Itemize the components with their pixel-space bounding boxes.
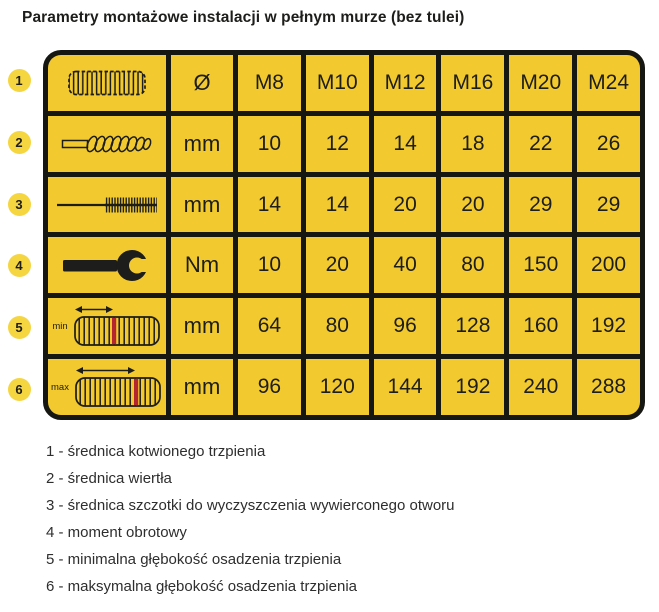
table-cell-value: 14: [238, 176, 301, 233]
table-cell-value: 240: [509, 359, 573, 415]
table-cell-unit: mm: [171, 359, 233, 415]
table-cell-value: 80: [441, 237, 505, 294]
table-cell-unit: Ø: [171, 55, 233, 111]
row-number-badge: 2: [7, 130, 31, 154]
table-cell-value: 20: [441, 176, 505, 233]
table-cell-value: 29: [577, 176, 640, 233]
table-cell-unit: mm: [171, 176, 233, 233]
table-cell-unit: mm: [171, 298, 233, 355]
table-cell-value: 96: [238, 359, 301, 415]
table-cell-value: 192: [441, 359, 505, 415]
table-cell-value: 14: [373, 115, 437, 172]
table-cell-value: M12: [373, 55, 437, 111]
table-cell-value: 18: [441, 115, 505, 172]
table-cell-value: 150: [509, 237, 573, 294]
table-cell-value: 22: [509, 115, 573, 172]
table-cell-icon: [48, 176, 166, 233]
min-embedment-rod-icon: [73, 306, 160, 347]
max-label: max: [51, 381, 69, 393]
legend-item: 3 - średnica szczotki do wyczyszczenia w…: [46, 497, 455, 514]
table-cell-icon: [48, 237, 166, 294]
legend-item: 4 - moment obrotowy: [46, 524, 187, 541]
table-cell-value: 160: [509, 298, 573, 355]
table-cell-icon: [48, 115, 166, 172]
min-label: min: [52, 320, 68, 332]
threaded-rod-icon: [68, 70, 146, 96]
table-cell-value: 26: [577, 115, 640, 172]
table-cell-value: 12: [305, 115, 369, 172]
table-cell-value: 96: [373, 298, 437, 355]
legend-item: 6 - maksymalna głębokość osadzenia trzpi…: [46, 578, 357, 595]
parameters-table: Ø M8 M10 M12 M16 M20 M24 mm 10 12 14 18 …: [43, 50, 645, 420]
table-cell-value: M20: [509, 55, 573, 111]
table-cell-value: 29: [509, 176, 573, 233]
row-number-badge: 6: [7, 377, 31, 401]
row-number-badge: 4: [7, 254, 31, 278]
legend-item: 1 - średnica kotwionego trzpienia: [46, 443, 266, 460]
table-cell-value: 192: [577, 298, 640, 355]
page-title: Parametry montażowe instalacji w pełnym …: [22, 9, 465, 26]
table-cell-value: M24: [577, 55, 640, 111]
table-cell-icon: min: [48, 298, 166, 355]
table-cell-value: M16: [441, 55, 505, 111]
table-cell-value: 14: [305, 176, 369, 233]
table-cell-value: M10: [305, 55, 369, 111]
legend-item: 2 - średnica wiertła: [46, 470, 172, 487]
hole-brush-icon: [56, 197, 157, 213]
row-number-badge: 5: [7, 315, 31, 339]
table-cell-value: 40: [373, 237, 437, 294]
wrench-icon: [63, 249, 155, 281]
table-cell-value: 10: [238, 237, 301, 294]
table-cell-value: 200: [577, 237, 640, 294]
table-cell-unit: mm: [171, 115, 233, 172]
row-number-badge: 3: [7, 192, 31, 216]
table-cell-value: 20: [373, 176, 437, 233]
table-cell-value: 64: [238, 298, 301, 355]
table-cell-value: 10: [238, 115, 301, 172]
table-cell-icon: [48, 55, 166, 111]
legend: 1 - średnica kotwionego trzpienia 2 - śr…: [46, 438, 455, 600]
drill-bit-icon: [61, 135, 152, 153]
legend-item: 5 - minimalna głębokość osadzenia trzpie…: [46, 551, 342, 568]
table-cell-value: 120: [305, 359, 369, 415]
table-cell-value: 144: [373, 359, 437, 415]
table-cell-value: 128: [441, 298, 505, 355]
table-cell-value: 20: [305, 237, 369, 294]
row-number-column: 1 2 3 4 5 6: [6, 50, 32, 420]
max-embedment-rod-icon: [75, 367, 161, 407]
table-cell-icon: max: [48, 359, 166, 415]
table-cell-unit: Nm: [171, 237, 233, 294]
table-cell-value: 80: [305, 298, 369, 355]
row-number-badge: 1: [7, 69, 31, 93]
table-cell-value: M8: [238, 55, 301, 111]
table-cell-value: 288: [577, 359, 640, 415]
